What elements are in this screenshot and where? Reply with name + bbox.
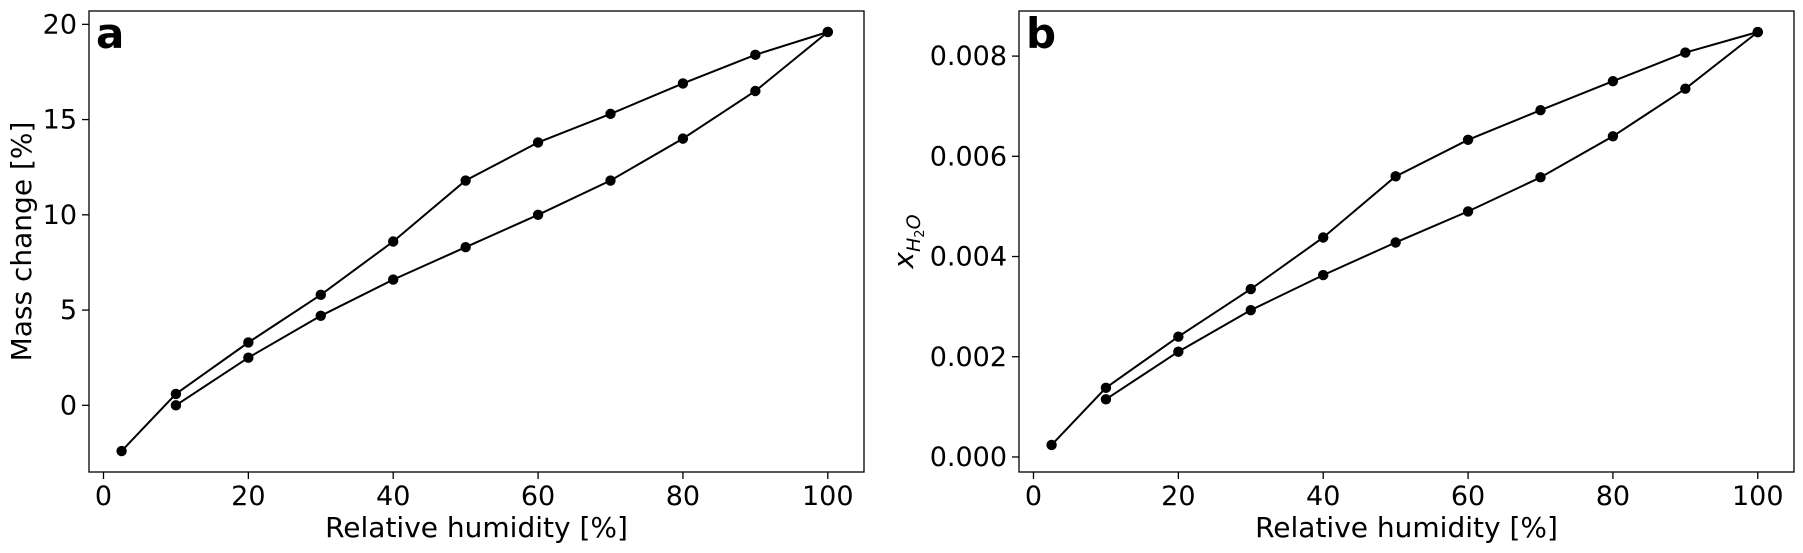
- data-point: [243, 337, 254, 348]
- data-point: [460, 175, 471, 186]
- data-point: [1390, 171, 1401, 182]
- data-point: [1680, 83, 1691, 94]
- data-point: [170, 400, 182, 411]
- y-axis-label: Mass change [%]: [5, 122, 38, 362]
- data-point: [243, 352, 254, 363]
- data-point: [315, 289, 326, 301]
- data-point: [605, 175, 616, 186]
- x-tick-label: 60: [1451, 481, 1485, 512]
- data-point: [1245, 283, 1256, 295]
- x-tick-label: 100: [1732, 481, 1784, 512]
- y-tick-label: 0.000: [930, 442, 1007, 473]
- data-point: [750, 85, 761, 97]
- x-tick-label: 0: [1025, 481, 1042, 512]
- data-point: [532, 137, 544, 148]
- x-tick-label: 80: [1596, 481, 1630, 512]
- data-point: [1535, 172, 1546, 183]
- data-point: [1607, 131, 1619, 142]
- x-tick-label: 20: [1161, 481, 1195, 512]
- data-point: [388, 236, 399, 247]
- data-point: [388, 274, 399, 285]
- y-tick-label: 10: [43, 200, 77, 231]
- plot-frame: [1018, 10, 1795, 473]
- series-line-2: [175, 31, 829, 407]
- data-point: [1046, 439, 1057, 451]
- data-point: [170, 388, 182, 400]
- y-tick-label: 20: [43, 9, 77, 40]
- panel-letter: a: [96, 9, 124, 58]
- x-tick-label: 60: [521, 481, 555, 512]
- data-point: [1100, 382, 1112, 394]
- data-point: [822, 26, 833, 38]
- data-point: [677, 133, 689, 144]
- data-point: [1752, 26, 1763, 38]
- data-point: [1462, 206, 1474, 217]
- y-tick-label: 0.004: [930, 242, 1007, 273]
- data-point: [1173, 346, 1184, 357]
- y-tick-label: 0.002: [930, 342, 1007, 373]
- y-tick-label: 0: [60, 390, 77, 421]
- series-line-1: [120, 31, 829, 452]
- data-point: [1680, 47, 1691, 58]
- y-axis-label: xH2O: [887, 214, 928, 269]
- x-tick-label: 0: [95, 481, 112, 512]
- x-tick-label: 20: [231, 481, 265, 512]
- y-tick-label: 5: [60, 295, 77, 326]
- data-point: [532, 209, 544, 221]
- data-point: [605, 108, 616, 120]
- y-tick-label: 0.006: [930, 141, 1007, 172]
- y-tick-label: 0.008: [930, 41, 1007, 72]
- chart-panel-a: 0 20 40 60 80 100 0 5 10 15 20 Relative humidity [%…: [5, 9, 865, 544]
- data-point: [1245, 304, 1256, 316]
- data-point: [460, 242, 471, 253]
- series-line-2: [1105, 31, 1759, 401]
- plot-frame: [88, 10, 865, 473]
- x-tick-label: 80: [666, 481, 700, 512]
- x-tick-label: 40: [1306, 481, 1340, 512]
- data-point: [116, 445, 127, 457]
- x-axis-label: Relative humidity [%]: [325, 511, 628, 544]
- chart-panel-b: 0 20 40 60 80 100 0.000 0.002 0.004 0.006 0.008 Rel…: [887, 9, 1795, 544]
- x-axis-label: Relative humidity [%]: [1255, 511, 1558, 544]
- data-point: [1607, 75, 1619, 87]
- data-point: [1100, 394, 1112, 405]
- data-point: [750, 49, 761, 61]
- panel-letter: b: [1026, 9, 1056, 58]
- data-point: [1318, 232, 1329, 243]
- x-tick-label: 40: [376, 481, 410, 512]
- data-point: [1462, 134, 1474, 145]
- data-point: [1390, 237, 1401, 248]
- data-point: [677, 78, 689, 89]
- data-point: [1173, 331, 1184, 342]
- x-tick-label: 100: [802, 481, 854, 512]
- data-point: [1318, 269, 1329, 281]
- y-tick-label: 15: [43, 105, 77, 136]
- data-point: [1535, 105, 1546, 116]
- data-point: [315, 310, 326, 321]
